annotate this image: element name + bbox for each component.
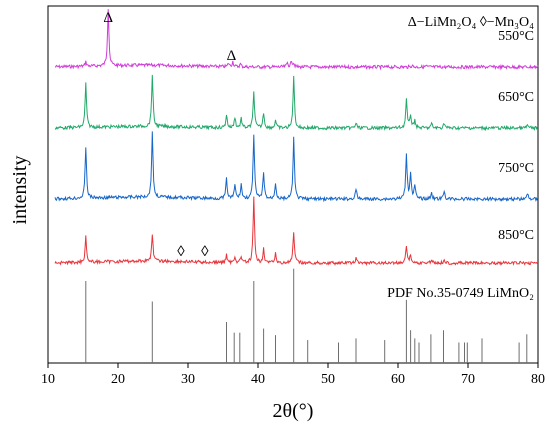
- x-tick-label-5: 60: [391, 372, 405, 387]
- x-tick-label-7: 80: [531, 372, 545, 387]
- series-line-1: [54, 74, 539, 132]
- peak-marker-0: Δ: [103, 10, 113, 26]
- peak-marker-3: ◊: [201, 244, 209, 260]
- series-line-0: [54, 9, 539, 71]
- series-label-3: 850°C: [498, 228, 534, 243]
- series-label-0: 550°C: [498, 29, 534, 44]
- peak-marker-1: Δ: [227, 48, 237, 64]
- x-tick-label-4: 50: [321, 372, 335, 387]
- x-tick-label-0: 10: [41, 372, 55, 387]
- x-tick-label-6: 70: [461, 372, 475, 387]
- x-tick-label-3: 40: [251, 372, 265, 387]
- legend-text: Δ−LiMn₂O₄ ◊−Mn₃O₄: [408, 15, 534, 30]
- plot-frame: [47, 5, 539, 364]
- x-axis-title: 2θ(°): [273, 400, 314, 422]
- series-layer: [54, 9, 539, 267]
- reference-layer: [85, 268, 528, 363]
- series-label-2: 750°C: [498, 161, 534, 176]
- x-ticks: 10 20 30 40 50 60 70 80: [41, 363, 545, 387]
- reference-label: PDF No.35-0749 LiMnO₂: [387, 286, 534, 301]
- x-tick-label-1: 20: [111, 372, 125, 387]
- series-label-1: 650°C: [498, 90, 534, 105]
- y-axis-title: intensity: [9, 156, 31, 225]
- peak-marker-2: ◊: [177, 244, 185, 260]
- series-line-2: [54, 131, 538, 203]
- series-line-3: [54, 196, 539, 267]
- labels-layer: 550°C 650°C 750°C 850°C Δ Δ ◊ ◊: [103, 10, 534, 260]
- x-tick-label-2: 30: [181, 372, 195, 387]
